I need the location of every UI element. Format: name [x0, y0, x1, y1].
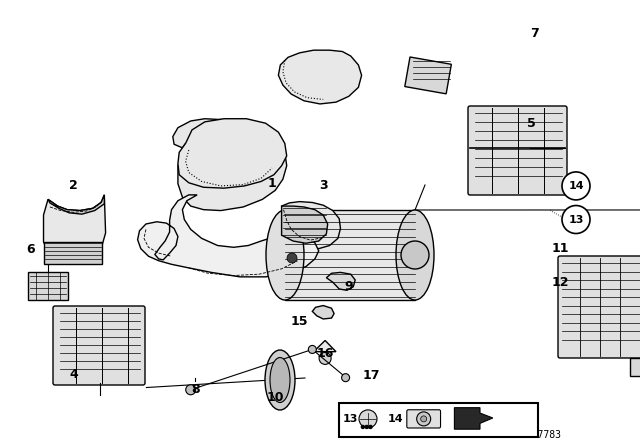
Bar [404, 57, 451, 94]
Text: 00207783: 00207783 [514, 430, 561, 439]
Polygon shape [48, 195, 104, 214]
Circle shape [359, 410, 377, 428]
Text: 7: 7 [530, 27, 539, 40]
FancyBboxPatch shape [53, 306, 145, 385]
Polygon shape [314, 340, 336, 352]
Text: 3: 3 [319, 179, 328, 193]
Polygon shape [44, 242, 102, 264]
Circle shape [342, 374, 349, 382]
Circle shape [287, 253, 297, 263]
Text: 15: 15 [291, 315, 308, 328]
Polygon shape [178, 119, 287, 188]
Circle shape [362, 426, 364, 428]
Polygon shape [138, 195, 319, 277]
Circle shape [420, 416, 427, 422]
FancyBboxPatch shape [468, 106, 567, 195]
Circle shape [319, 353, 331, 364]
Polygon shape [173, 119, 287, 211]
Text: 4: 4 [69, 367, 78, 381]
Text: 2: 2 [69, 179, 78, 193]
Ellipse shape [396, 210, 434, 300]
Polygon shape [454, 408, 493, 429]
Circle shape [562, 172, 590, 200]
Ellipse shape [270, 358, 290, 402]
Text: 12: 12 [551, 276, 569, 289]
Circle shape [365, 426, 368, 428]
Bar [28, 272, 68, 300]
Ellipse shape [265, 350, 295, 410]
Text: 13: 13 [343, 414, 358, 424]
Polygon shape [282, 206, 328, 243]
Polygon shape [44, 195, 106, 261]
Circle shape [308, 345, 316, 353]
Polygon shape [282, 202, 340, 249]
Text: 14: 14 [388, 414, 403, 424]
Text: 8: 8 [191, 383, 200, 396]
Bar [285, 210, 415, 300]
Bar [630, 358, 640, 376]
Circle shape [401, 241, 429, 269]
Text: 16: 16 [316, 347, 334, 361]
Text: 1: 1 [268, 177, 276, 190]
Text: 6: 6 [26, 243, 35, 257]
Text: 5: 5 [527, 116, 536, 130]
FancyBboxPatch shape [558, 256, 640, 358]
Circle shape [369, 426, 372, 428]
Text: 11: 11 [551, 242, 569, 255]
Polygon shape [312, 306, 334, 319]
Text: 17: 17 [362, 369, 380, 382]
Text: 13: 13 [568, 215, 584, 224]
Polygon shape [278, 50, 362, 104]
Text: 10: 10 [266, 391, 284, 405]
Text: 14: 14 [568, 181, 584, 191]
Bar [339, 403, 538, 437]
Text: 9: 9 [344, 280, 353, 293]
Circle shape [417, 412, 431, 426]
Circle shape [562, 206, 590, 233]
Circle shape [186, 385, 196, 395]
FancyBboxPatch shape [407, 410, 440, 428]
Polygon shape [326, 272, 355, 290]
Ellipse shape [266, 210, 304, 300]
